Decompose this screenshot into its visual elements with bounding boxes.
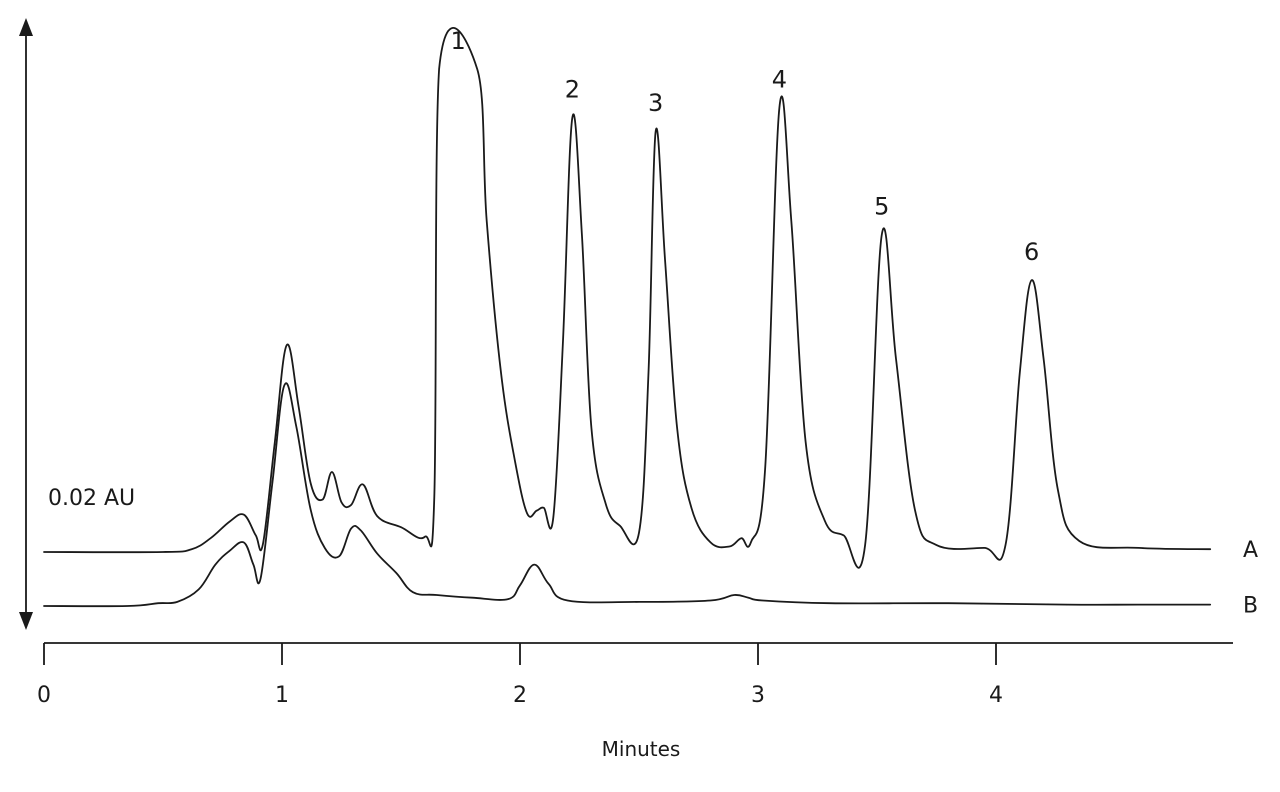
peak-label-1: 1	[450, 27, 465, 55]
peak-label-3: 3	[648, 89, 663, 117]
scale-bar-label: 0.02 AU	[48, 486, 135, 511]
peak-label-2: 2	[565, 75, 580, 103]
x-tick-label-3: 3	[751, 683, 765, 708]
x-tick-label-4: 4	[989, 683, 1003, 708]
x-tick-label-2: 2	[513, 683, 527, 708]
traces	[43, 26, 1212, 608]
peak-labels: 1 2 3 4 5 6	[450, 27, 1039, 266]
peak-label-4: 4	[772, 66, 787, 94]
x-axis-ticks: 0 1 2 3 4	[37, 643, 1003, 708]
x-tick-label-1: 1	[275, 683, 289, 708]
scale-bar-arrow-down-icon	[19, 612, 33, 630]
scale-bar-arrow-up-icon	[19, 18, 33, 36]
trace-labels: AB	[1243, 538, 1258, 618]
peak-label-5: 5	[874, 193, 889, 221]
peak-label-6: 6	[1024, 238, 1039, 266]
x-tick-label-0: 0	[37, 683, 51, 708]
trace-a	[43, 26, 1212, 569]
trace-label-b: B	[1243, 594, 1258, 619]
trace-label-a: A	[1243, 538, 1258, 563]
scale-bar	[19, 18, 33, 630]
x-axis-title: Minutes	[602, 737, 681, 761]
trace-b	[43, 382, 1212, 608]
